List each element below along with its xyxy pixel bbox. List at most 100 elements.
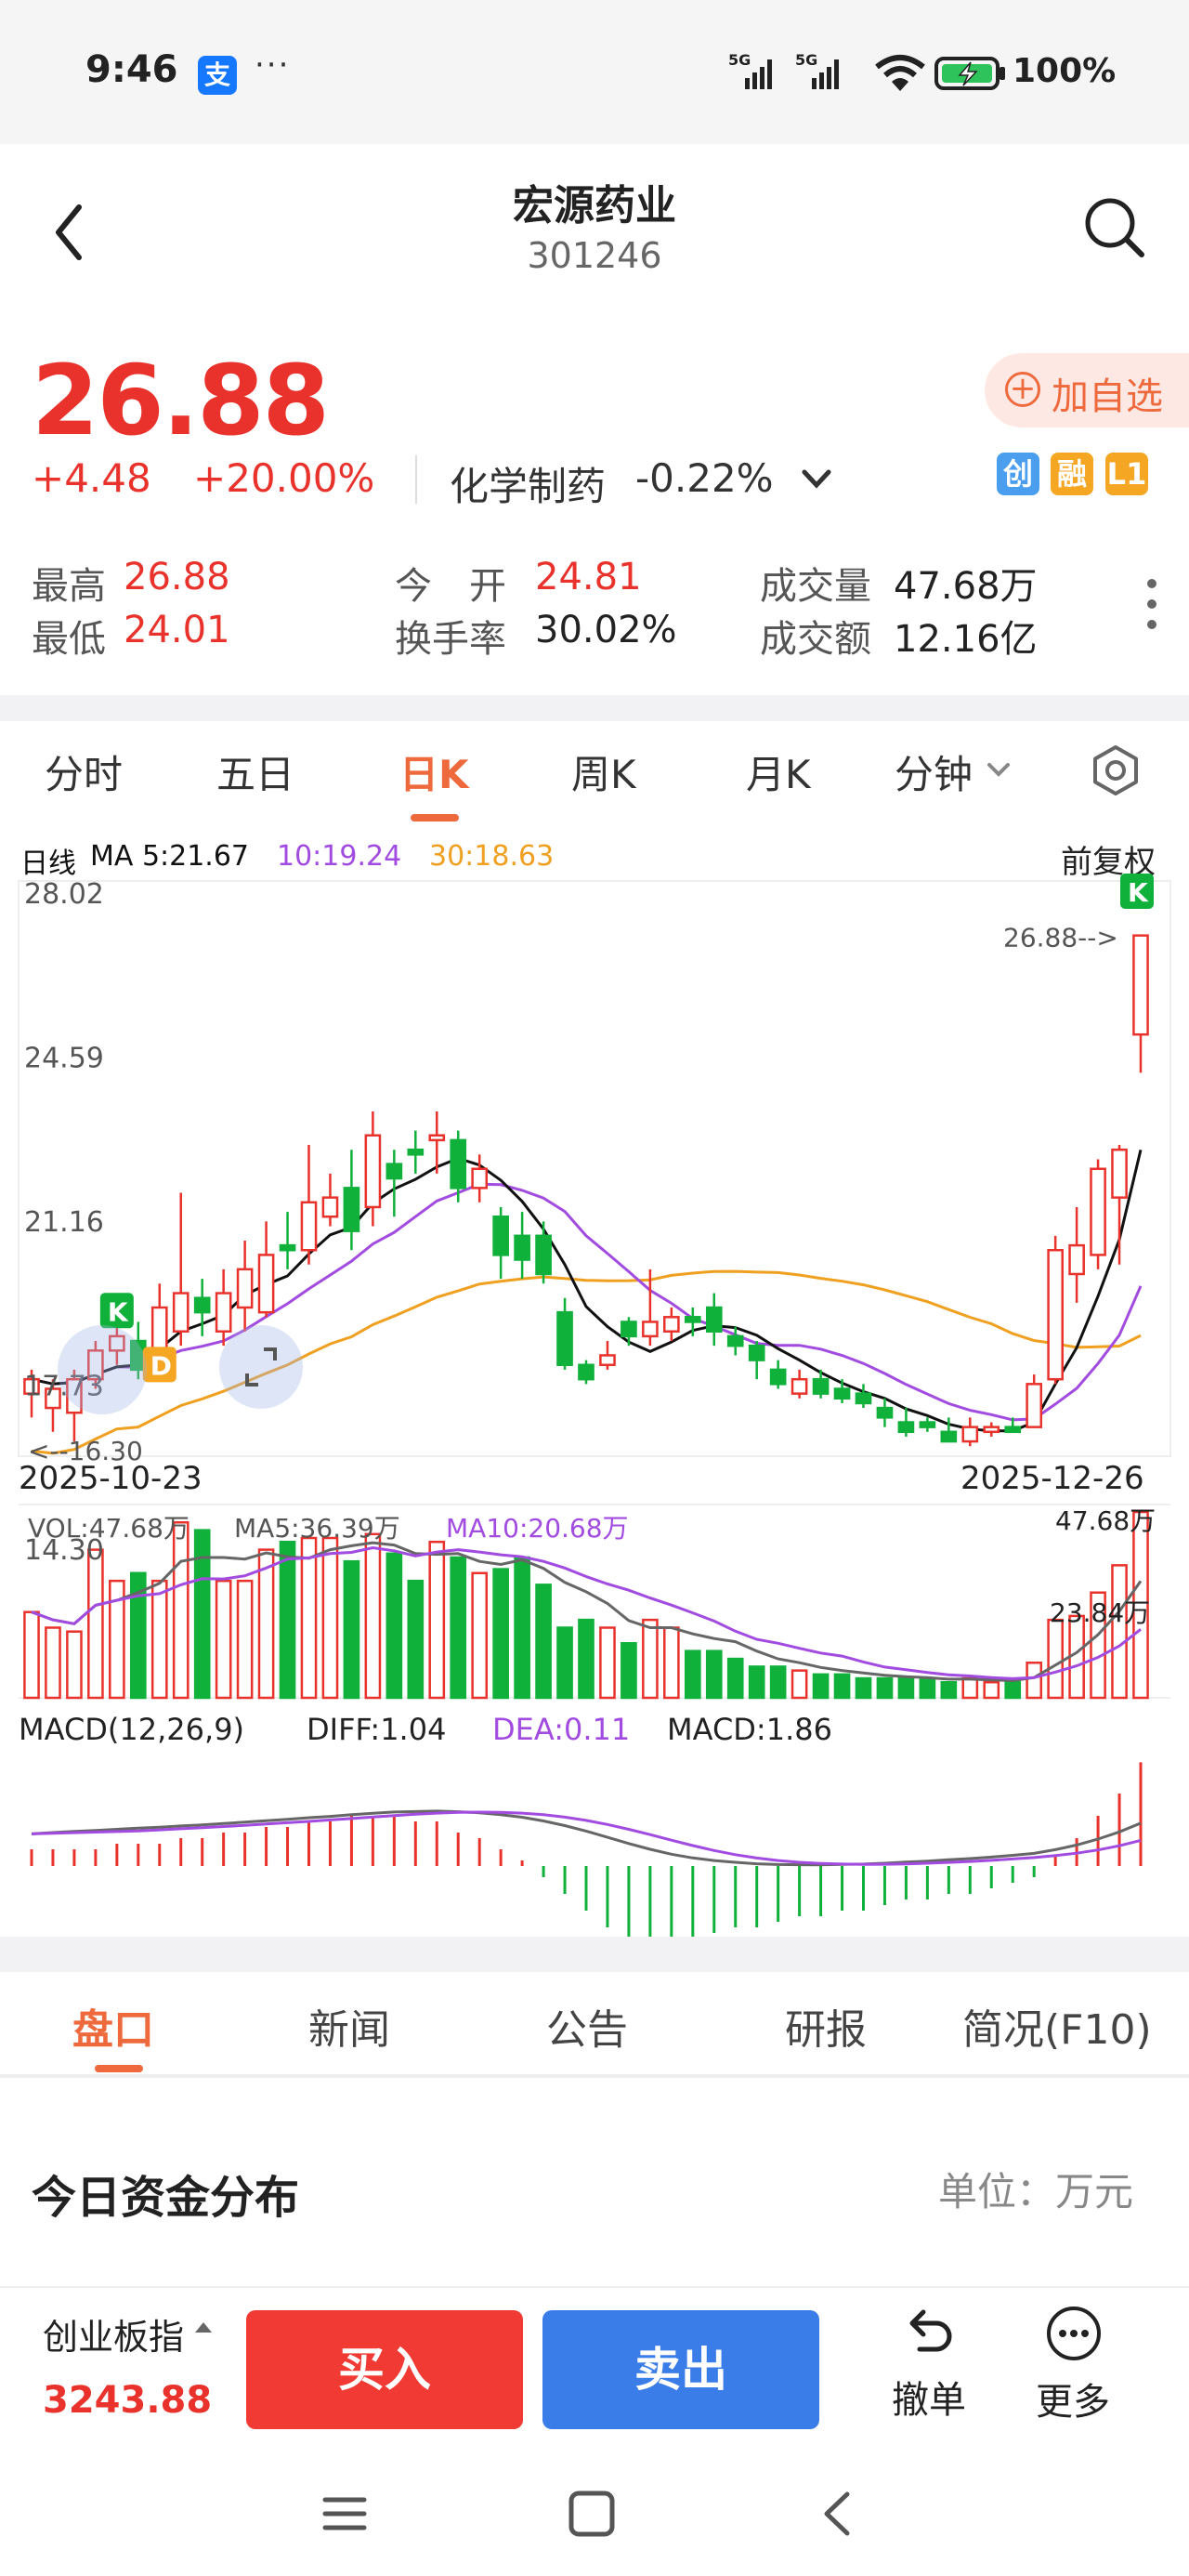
status-time: 9:46 — [85, 48, 178, 91]
candle — [321, 1196, 339, 1218]
tab-daily-k[interactable]: 日K — [399, 752, 469, 797]
volume-bar — [940, 1680, 958, 1700]
price-axis-label: 24.59 — [24, 1043, 104, 1075]
candle — [109, 1334, 125, 1352]
tab-intraday[interactable]: 分时 — [45, 752, 124, 797]
amount-label: 成交额 — [760, 618, 871, 661]
low-label: 最低 — [32, 618, 106, 661]
candle — [23, 1377, 40, 1395]
candle — [1090, 1167, 1106, 1256]
more-vertical-icon[interactable] — [1144, 576, 1159, 632]
candle — [769, 1368, 787, 1386]
tab-research[interactable]: 研报 — [785, 2006, 867, 2054]
notification-more: ··· — [255, 46, 291, 84]
candle — [621, 1321, 637, 1338]
tab-monthly-k[interactable]: 月K — [746, 752, 811, 797]
nav-back-icon[interactable] — [817, 2489, 855, 2539]
candle — [812, 1377, 830, 1395]
back-arrow-icon[interactable] — [51, 200, 88, 265]
candle — [833, 1387, 851, 1400]
turnover-label: 换手率 — [395, 618, 506, 661]
macd-bars — [30, 1762, 1143, 1937]
price-axis-label: 28.02 — [24, 878, 104, 911]
candle — [300, 1201, 318, 1252]
chevron-down-icon[interactable] — [801, 465, 832, 493]
candle — [1132, 934, 1149, 1036]
home-icon[interactable] — [567, 2489, 617, 2539]
candlestick-chart: 28.02 24.59 21.16 17.73 14.30 26.88--> <--16.3… — [18, 874, 1171, 1937]
volume-bar — [172, 1520, 189, 1700]
revoke-button[interactable]: 撤单 — [881, 2305, 977, 2435]
volume-bar — [492, 1568, 509, 1700]
ma5-legend: MA 5:21.67 — [90, 840, 250, 873]
tab-orderbook[interactable]: 盘口 — [72, 2006, 154, 2054]
tab-minute[interactable]: 分钟 — [895, 752, 973, 797]
chart-area[interactable]: 日线 MA 5:21.67 10:19.24 30:18.63 前复权 28.0… — [0, 823, 1189, 1937]
settings-icon[interactable] — [1089, 743, 1143, 797]
volume-bar — [66, 1630, 83, 1700]
tab-news[interactable]: 新闻 — [308, 2006, 390, 2054]
volume-bar — [663, 1626, 680, 1700]
volume-bar — [407, 1579, 425, 1700]
volume-bar — [726, 1657, 744, 1700]
volume-bar — [236, 1579, 254, 1700]
candle — [897, 1421, 915, 1434]
candle — [193, 1296, 211, 1314]
chevron-down-icon[interactable] — [985, 757, 1013, 782]
volume-bar — [705, 1649, 723, 1700]
sector-name[interactable]: 化学制药 — [450, 464, 607, 509]
revoke-label: 撤单 — [892, 2379, 966, 2422]
volume-bar — [300, 1536, 318, 1700]
candle — [876, 1406, 894, 1419]
marker-k: K — [108, 1296, 129, 1327]
chinext-badge: 创 — [997, 453, 1039, 495]
volume-bar — [684, 1649, 701, 1700]
candle — [940, 1430, 958, 1443]
volume-bar — [1090, 1591, 1106, 1700]
current-price: 26.88 — [32, 344, 330, 457]
more-button[interactable]: 更多 — [1026, 2305, 1123, 2435]
price-axis-label: 21.16 — [24, 1206, 104, 1239]
alipay-icon: 支 — [198, 56, 237, 95]
candle — [279, 1243, 296, 1252]
marker-k-bg — [99, 1293, 134, 1329]
candle — [705, 1306, 723, 1333]
sector-change[interactable]: -0.22% — [635, 455, 774, 501]
candle — [983, 1426, 1000, 1434]
ma30-legend: 30:18.63 — [429, 840, 555, 873]
menu-icon[interactable] — [321, 2491, 368, 2537]
date-end: 2025-12-26 — [960, 1460, 1144, 1497]
candle — [45, 1387, 61, 1410]
index-name[interactable]: 创业板指 — [43, 2317, 185, 2358]
marker-d-bg — [142, 1347, 176, 1383]
volume-bar — [621, 1642, 637, 1700]
candle — [1068, 1243, 1085, 1276]
search-icon[interactable] — [1082, 195, 1147, 260]
volume-bar — [450, 1556, 467, 1700]
candle — [599, 1354, 616, 1367]
candle — [236, 1268, 254, 1309]
volume-bar — [321, 1536, 339, 1700]
tab-five-day[interactable]: 五日 — [216, 752, 295, 797]
drag-handle[interactable] — [58, 1325, 147, 1414]
volume-bar — [1111, 1564, 1128, 1700]
vol-axis-max: 47.68万 — [1055, 1505, 1156, 1536]
add-watchlist-button[interactable]: + 加自选 — [985, 353, 1189, 427]
ma30-polyline — [31, 1269, 1142, 1455]
expand-button[interactable] — [219, 1325, 303, 1409]
candle — [578, 1363, 594, 1381]
dea-line — [31, 1810, 1142, 1866]
candle — [1047, 1249, 1064, 1381]
sell-button[interactable]: 卖出 — [542, 2310, 819, 2429]
divider — [415, 455, 417, 504]
buy-button[interactable]: 买入 — [246, 2310, 523, 2429]
volume-ma10-line — [31, 1545, 1142, 1680]
stock-name: 宏源药业 — [513, 182, 676, 230]
tab-weekly-k[interactable]: 周K — [571, 752, 636, 797]
more-circle-icon — [1047, 2307, 1101, 2360]
tab-f10[interactable]: 简况(F10) — [962, 2006, 1152, 2054]
candle — [684, 1316, 701, 1323]
last-price-marker: 26.88--> — [1003, 923, 1118, 953]
tab-announcements[interactable]: 公告 — [546, 2006, 628, 2054]
ma10-line — [31, 1182, 1143, 1422]
